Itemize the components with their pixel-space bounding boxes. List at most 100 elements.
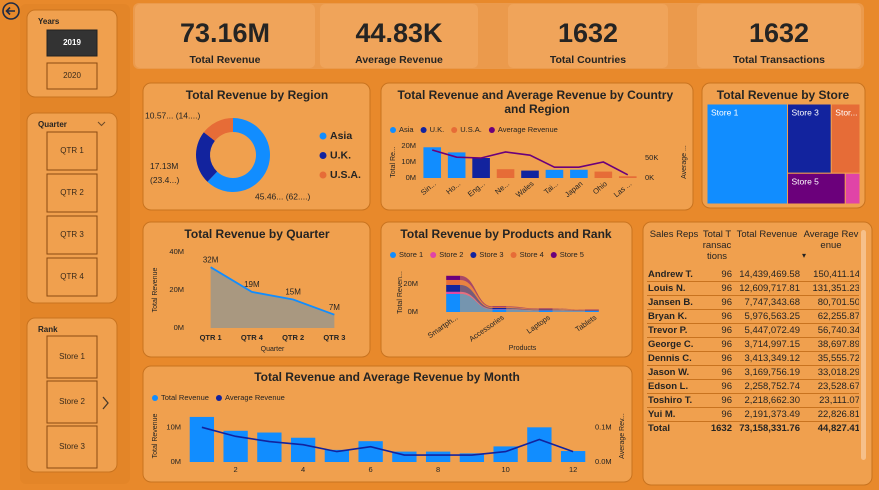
x-axis-title: Quarter: [261, 346, 285, 353]
y-tick-label: 10M: [401, 157, 416, 166]
bar: [496, 169, 515, 178]
back-button[interactable]: [2, 2, 20, 20]
legend-marker: [319, 171, 327, 179]
bar: [618, 176, 637, 178]
ribbon: [460, 284, 493, 310]
legend-label: Store 1: [399, 250, 423, 259]
cell: 3,413,349.12: [733, 351, 801, 366]
bar: [594, 171, 613, 178]
bar-segment: [538, 308, 553, 310]
bar: [392, 451, 417, 462]
sales-table: Sales Reps Total Transactions Total Revenu…: [647, 227, 859, 481]
x-tick-label: 12: [569, 465, 577, 474]
table-row: Bryan K. 96 5,976,563.25 62,255.87: [647, 309, 859, 324]
total-row: Total 1632 73,158,331.76 44,827.41: [647, 421, 859, 435]
slicer-button[interactable]: [46, 380, 98, 424]
cell: 7,747,343.68: [733, 295, 801, 310]
cell: 131,351.23: [801, 281, 859, 296]
slicer-item[interactable]: QTR 1: [60, 146, 84, 155]
donut-slice: [207, 118, 270, 193]
slicer-button[interactable]: [46, 131, 98, 171]
treemap-tile: [706, 103, 789, 205]
kpi-value: 44.83K: [355, 18, 443, 48]
table-row: George C. 96 3,714,997.15 38,697.89: [647, 337, 859, 352]
donut-slice: [203, 118, 233, 141]
cell: 35,555.72: [801, 351, 859, 366]
ribbon: [460, 293, 493, 312]
cell: 23,111.07: [801, 393, 859, 408]
table-row: Yui M. 96 2,191,373.49 22,826.81: [647, 407, 859, 422]
cell: 14,439,469.58: [733, 268, 801, 282]
cell: 96: [701, 323, 733, 338]
cell: 38,697.89: [801, 337, 859, 352]
bar: [570, 169, 588, 178]
rep-name: Louis N.: [647, 281, 701, 296]
legend-marker: [420, 127, 427, 133]
slicer-button[interactable]: [46, 29, 98, 57]
x-axis-title: Products: [509, 345, 537, 352]
total-cell: 1632: [701, 421, 733, 435]
cell: 80,701.50: [801, 295, 859, 310]
slicer-button[interactable]: [46, 335, 98, 379]
cell: 23,528.67: [801, 379, 859, 394]
legend-marker: [510, 252, 517, 258]
slicer-item[interactable]: Store 2: [59, 397, 85, 406]
expand-icon[interactable]: [102, 396, 109, 410]
scrollbar[interactable]: [861, 230, 866, 460]
slicer-item[interactable]: 2019: [63, 38, 81, 47]
bar: [324, 449, 350, 462]
rep-name: Jason W.: [647, 365, 701, 380]
cell: 5,447,072.49: [733, 323, 801, 338]
bar: [423, 147, 442, 178]
slicer-item[interactable]: Store 3: [59, 442, 85, 451]
bar-segment: [446, 293, 461, 312]
bar: [189, 416, 215, 462]
x-tick-label: QTR 4: [241, 333, 264, 342]
y2-axis-title: Average ...: [681, 145, 688, 179]
cell: 3,169,756.19: [733, 365, 801, 380]
ribbon: [552, 308, 585, 310]
y2-axis-title: Average Rev...: [619, 413, 626, 459]
x-tick-label: QTR 2: [282, 333, 304, 342]
slicer-button[interactable]: [46, 62, 98, 90]
data-label: 10.57... (14....): [145, 110, 200, 120]
kpi-card: [320, 4, 478, 68]
cell: 150,411.14: [801, 268, 859, 282]
bar-segment: [538, 310, 553, 312]
slicer-item[interactable]: 2020: [63, 71, 81, 80]
cell: 5,976,563.25: [733, 309, 801, 324]
slicer-item[interactable]: Store 1: [59, 352, 85, 361]
legend-marker: [451, 127, 458, 133]
bar-segment: [446, 279, 461, 285]
slicer-button[interactable]: [46, 425, 98, 469]
chart-title: Total Revenue by Products and Rank: [400, 227, 611, 241]
bar-segment: [492, 309, 507, 312]
ribbon: [506, 307, 539, 310]
legend-label: U.S.A.: [330, 169, 361, 181]
y-tick-label: 0M: [174, 323, 184, 332]
cell: 96: [701, 407, 733, 422]
y2-tick-label: 0.1M: [595, 422, 612, 431]
slicer-item[interactable]: QTR 2: [60, 188, 84, 197]
slicer-item[interactable]: QTR 3: [60, 230, 84, 239]
bar-segment: [446, 284, 461, 292]
table-row: Toshiro T. 96 2,218,662.30 23,111.07: [647, 393, 859, 408]
total-cell: 44,827.41: [801, 421, 859, 435]
table-body: Andrew T. 96 14,439,469.58 150,411.14 Louis …: [647, 268, 859, 435]
bar-segment: [492, 307, 507, 310]
treemap-tile: [844, 172, 861, 205]
y2-tick-label: 0K: [645, 173, 654, 182]
slicer-button[interactable]: [46, 215, 98, 255]
y-tick-label: 10M: [166, 422, 181, 431]
dropdown-icon[interactable]: [97, 121, 106, 127]
cell: 96: [701, 268, 733, 282]
slicer-item[interactable]: QTR 4: [60, 272, 84, 281]
legend-label: Total Revenue: [161, 393, 209, 402]
cell: 33,018.29: [801, 365, 859, 380]
slicer-button[interactable]: [46, 257, 98, 297]
table-row: Edson L. 96 2,258,752.74 23,528.67: [647, 379, 859, 394]
sort-icon[interactable]: ▾: [802, 251, 807, 260]
slicer-button[interactable]: [46, 173, 98, 213]
